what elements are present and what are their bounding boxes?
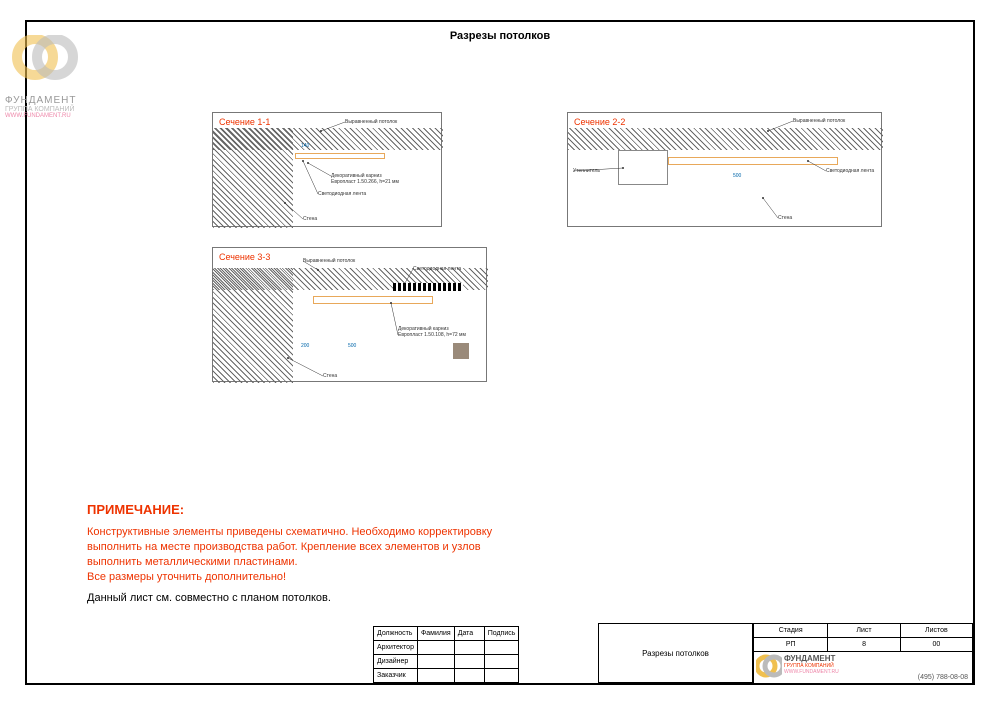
- tb-cell: [454, 641, 484, 655]
- annotation: Утеплитель: [573, 168, 600, 174]
- tb-cell: [417, 655, 454, 669]
- tb-role: Дизайнер: [374, 655, 418, 669]
- hatch-region: [213, 128, 443, 150]
- material-swatch: [453, 343, 469, 359]
- annotation: Светодиодная лента: [826, 168, 874, 174]
- stage-header: Стадия: [754, 624, 828, 638]
- footer-url: WWW.FUNDAMENT.RU: [784, 669, 839, 675]
- roles-table: ДолжностьФамилияДатаПодпись АрхитекторДи…: [373, 626, 519, 683]
- annotation: Стена: [778, 215, 792, 221]
- logo-sub: ГРУППА КОМПАНИЙ: [5, 106, 85, 113]
- annotation: Стена: [323, 373, 337, 379]
- title-block: ДолжностьФамилияДатаПодпись АрхитекторДи…: [598, 608, 973, 683]
- note-title: ПРИМЕЧАНИЕ:: [87, 502, 527, 517]
- annotation: Светодиодная лента: [413, 266, 461, 272]
- detail-strip: [393, 283, 463, 291]
- profile-line: [295, 153, 385, 159]
- tb-header: Подпись: [484, 627, 519, 641]
- dimension: 140: [301, 143, 309, 149]
- profile-line: [668, 157, 838, 165]
- stage-value: 8: [828, 638, 900, 652]
- tb-header: Должность: [374, 627, 418, 641]
- note-block: ПРИМЕЧАНИЕ: Конструктивные элементы прив…: [87, 502, 527, 604]
- annotation: Выравненный потолок: [303, 258, 355, 264]
- annotation: Европласт 1.50.266, h=21 мм: [331, 179, 399, 185]
- drawing-sheet: Разрезы потолков Сечение 1-1 Выравненный …: [25, 20, 975, 685]
- note-extra: Данный лист см. совместно с планом потол…: [87, 592, 527, 604]
- annotation: Светодиодная лента: [318, 191, 366, 197]
- tb-cell: [484, 655, 519, 669]
- tb-cell: [417, 641, 454, 655]
- section-title: Сечение 1-1: [219, 117, 270, 127]
- tb-cell: [454, 669, 484, 683]
- drop-panel: [618, 150, 668, 185]
- section-title: Сечение 2-2: [574, 117, 625, 127]
- tb-cell: [484, 641, 519, 655]
- tb-cell: [484, 669, 519, 683]
- annotation: Европласт 1.50.108, h=72 мм: [398, 332, 466, 338]
- tb-header: Дата: [454, 627, 484, 641]
- stage-header: Листов: [900, 624, 972, 638]
- annotation: Выравненный потолок: [345, 119, 397, 125]
- tb-header: Фамилия: [417, 627, 454, 641]
- hatch-region: [568, 128, 883, 150]
- note-body: Конструктивные элементы приведены схемат…: [87, 525, 527, 584]
- tb-cell: [454, 655, 484, 669]
- section-s1: Сечение 1-1Выравненный потолокДекоративн…: [212, 112, 442, 227]
- stage-table: СтадияЛистЛистов РП800 ФУНДАМЕНТ ГРУППА …: [753, 623, 973, 684]
- logo-url: WWW.FUNDAMENT.RU: [5, 113, 85, 119]
- stage-header: Лист: [828, 624, 900, 638]
- sheet-name: Разрезы потолков: [598, 623, 753, 683]
- dimension: 200: [301, 343, 309, 349]
- section-s3: Сечение 3-3 Выравненный потолок Светодиодн…: [212, 247, 487, 382]
- footer-phone: (495) 788-08-08: [918, 674, 968, 681]
- annotation: Стена: [303, 216, 317, 222]
- footer-brand: ФУНДАМЕНТ: [784, 654, 839, 663]
- logo-brand: ФУНДАМЕНТ: [5, 95, 85, 106]
- stage-value: 00: [900, 638, 972, 652]
- annotation: Выравненный потолок: [793, 118, 845, 124]
- profile-line: [313, 296, 433, 304]
- stage-value: РП: [754, 638, 828, 652]
- tb-role: Заказчик: [374, 669, 418, 683]
- tb-cell: [417, 669, 454, 683]
- dimension: 500: [348, 343, 356, 349]
- section-title: Сечение 3-3: [219, 252, 270, 262]
- tb-role: Архитектор: [374, 641, 418, 655]
- dimension: 500: [733, 173, 741, 179]
- logo-watermark: ФУНДАМЕНТ ГРУППА КОМПАНИЙ WWW.FUNDAMENT.…: [5, 35, 85, 119]
- page-title: Разрезы потолков: [450, 30, 550, 42]
- section-s2: Сечение 2-2 Выравненный потолок Утеплитель…: [567, 112, 882, 227]
